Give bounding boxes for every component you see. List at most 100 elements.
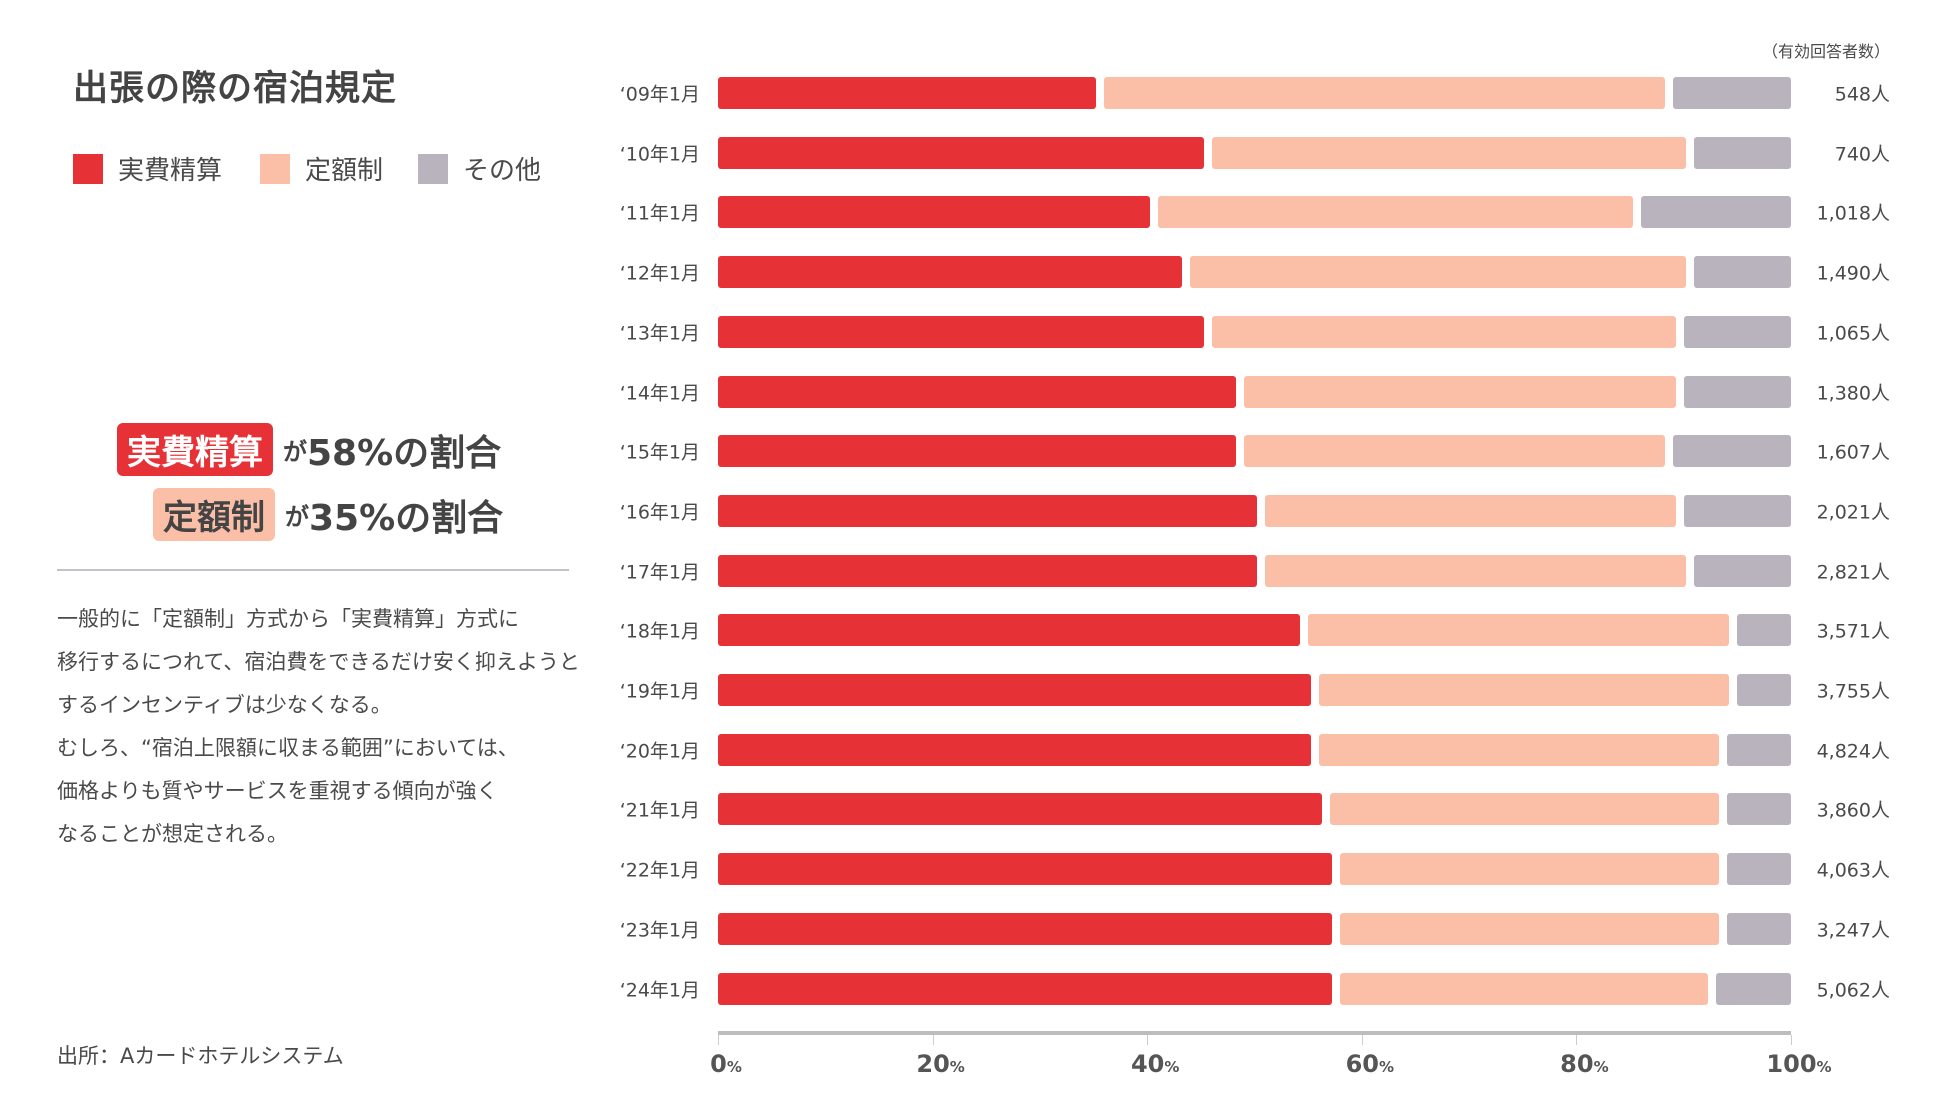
bar-segment-other [1683, 315, 1791, 348]
bar-segment-other [1726, 912, 1791, 945]
row-label: ‘21年1月 [619, 799, 700, 822]
bar-segment-fixed [1318, 733, 1719, 766]
x-tick-label: 80% [1560, 1050, 1608, 1078]
bar-segment-actual [718, 853, 1333, 886]
bar-segment-fixed [1190, 256, 1687, 289]
bar-segment-fixed [1157, 196, 1633, 229]
row-label: ‘12年1月 [619, 262, 700, 285]
tick-number: 80 [1560, 1050, 1594, 1078]
page-title: 出張の際の宿泊規定 [73, 69, 398, 109]
bar-segment-fixed [1340, 972, 1708, 1005]
tick-unit: % [949, 1058, 965, 1076]
row-label: ‘24年1月 [619, 979, 700, 1001]
count-header: （有効回答者数） [1761, 42, 1890, 61]
row-label: ‘13年1月 [619, 322, 700, 345]
bar-segment-actual [718, 494, 1258, 527]
x-tick [1791, 1035, 1792, 1045]
bar-segment-actual [718, 315, 1204, 348]
row-label: ‘14年1月 [619, 382, 700, 404]
x-tick [932, 1035, 934, 1045]
paragraph-line: するインセンティブは少なくなる。 [57, 693, 392, 717]
respondent-count: 1,065人 [1816, 322, 1890, 345]
tick-number: 40 [1130, 1050, 1165, 1078]
respondent-count: 4,824人 [1816, 740, 1890, 763]
tick-unit: % [1593, 1058, 1609, 1076]
bar-segment-actual [718, 972, 1333, 1005]
legend-item-fixed: 定額制 [260, 150, 383, 187]
bar-segment-actual [718, 136, 1204, 169]
row-label: ‘17年1月 [619, 561, 700, 584]
bar-segment-fixed [1104, 77, 1665, 109]
bar-segment-fixed [1243, 435, 1665, 468]
respondent-count: 740人 [1834, 143, 1890, 166]
bar-segment-fixed [1340, 853, 1719, 886]
paragraph-line: 価格よりも質やサービスを重視する傾向が強く [57, 779, 498, 803]
tick-number: 20 [916, 1050, 950, 1078]
bar-segment-actual [718, 614, 1301, 647]
source-note: 出所：Aカードホテルシステム [57, 1044, 344, 1068]
bar-segment-actual [718, 77, 1097, 109]
paragraph-line: なることが想定される。 [57, 822, 288, 846]
tick-unit: % [1378, 1058, 1395, 1076]
bar-segment-fixed [1340, 912, 1719, 945]
legend-label: 実費精算 [118, 156, 223, 186]
respondent-count: 1,018人 [1816, 202, 1890, 225]
bar-segment-fixed [1308, 614, 1730, 647]
highlight-actual: 実費精算 が 58%の割合 [117, 423, 501, 476]
bar-segment-fixed [1211, 136, 1687, 169]
bar-segment-other [1715, 972, 1791, 1005]
bar-segment-actual [718, 196, 1150, 229]
respondent-count: 4,063人 [1816, 859, 1890, 882]
tick-number: 0 [710, 1050, 727, 1078]
row-label: ‘16年1月 [619, 501, 700, 524]
badge-actual: 実費精算 [117, 423, 273, 476]
respondent-count: 2,021人 [1816, 501, 1890, 524]
bar-segment-actual [718, 912, 1333, 945]
paragraph-line: むしろ、“宿泊上限額に収まる範囲”においては、 [57, 736, 519, 760]
legend-swatch [260, 153, 290, 184]
row-label: ‘19年1月 [619, 680, 700, 703]
badge-fixed: 定額制 [153, 488, 275, 541]
tick-number: 60 [1345, 1050, 1379, 1078]
x-tick [1361, 1035, 1363, 1045]
legend-label: その他 [463, 156, 542, 186]
x-tick [718, 1035, 719, 1045]
bar-segment-other [1737, 674, 1791, 706]
legend-swatch [418, 153, 448, 184]
legend-item-other: その他 [418, 150, 541, 187]
bar-segment-other [1683, 494, 1791, 527]
bar-segment-fixed [1265, 554, 1687, 587]
highlight-fixed: 定額制 が 35%の割合 [153, 488, 503, 541]
x-tick [1147, 1035, 1149, 1045]
bar-segment-other [1737, 614, 1791, 647]
x-tick-label: 40% [1131, 1050, 1179, 1078]
row-label: ‘20年1月 [619, 740, 700, 763]
bar-segment-actual [718, 554, 1258, 587]
bar-segment-actual [718, 375, 1236, 408]
respondent-count: 3,860人 [1816, 799, 1890, 822]
respondent-count: 548人 [1834, 83, 1890, 106]
legend-label: 定額制 [305, 156, 384, 186]
tick-unit: % [1164, 1058, 1180, 1076]
bar-segment-fixed [1243, 375, 1676, 408]
respondent-count: 2,821人 [1816, 561, 1890, 584]
bar-segment-actual [718, 256, 1183, 289]
x-tick-label: 0% [710, 1050, 742, 1078]
row-label: ‘11年1月 [619, 202, 700, 225]
x-tick [1576, 1035, 1578, 1045]
legend-swatch [73, 153, 103, 184]
highlight-value: 35%の割合 [309, 497, 504, 539]
bar-segment-other [1726, 853, 1791, 886]
bar-segment-other [1640, 196, 1791, 229]
bar-segment-other [1694, 256, 1791, 289]
respondent-count: 3,247人 [1816, 919, 1890, 942]
description-paragraph: 一般的に「定額制」方式から「実費精算」方式に 移行するにつれて、宿泊費をできるだ… [57, 598, 580, 856]
paragraph-line: 移行するにつれて、宿泊費をできるだけ安く抑えようと [57, 650, 580, 674]
highlight-particle: が [285, 503, 309, 531]
row-label: ‘23年1月 [619, 919, 700, 942]
legend-item-actual: 実費精算 [73, 150, 222, 187]
bar-segment-fixed [1329, 793, 1719, 826]
highlight-particle: が [283, 438, 307, 466]
x-tick-label: 100% [1766, 1050, 1831, 1078]
bar-segment-actual [718, 793, 1322, 826]
